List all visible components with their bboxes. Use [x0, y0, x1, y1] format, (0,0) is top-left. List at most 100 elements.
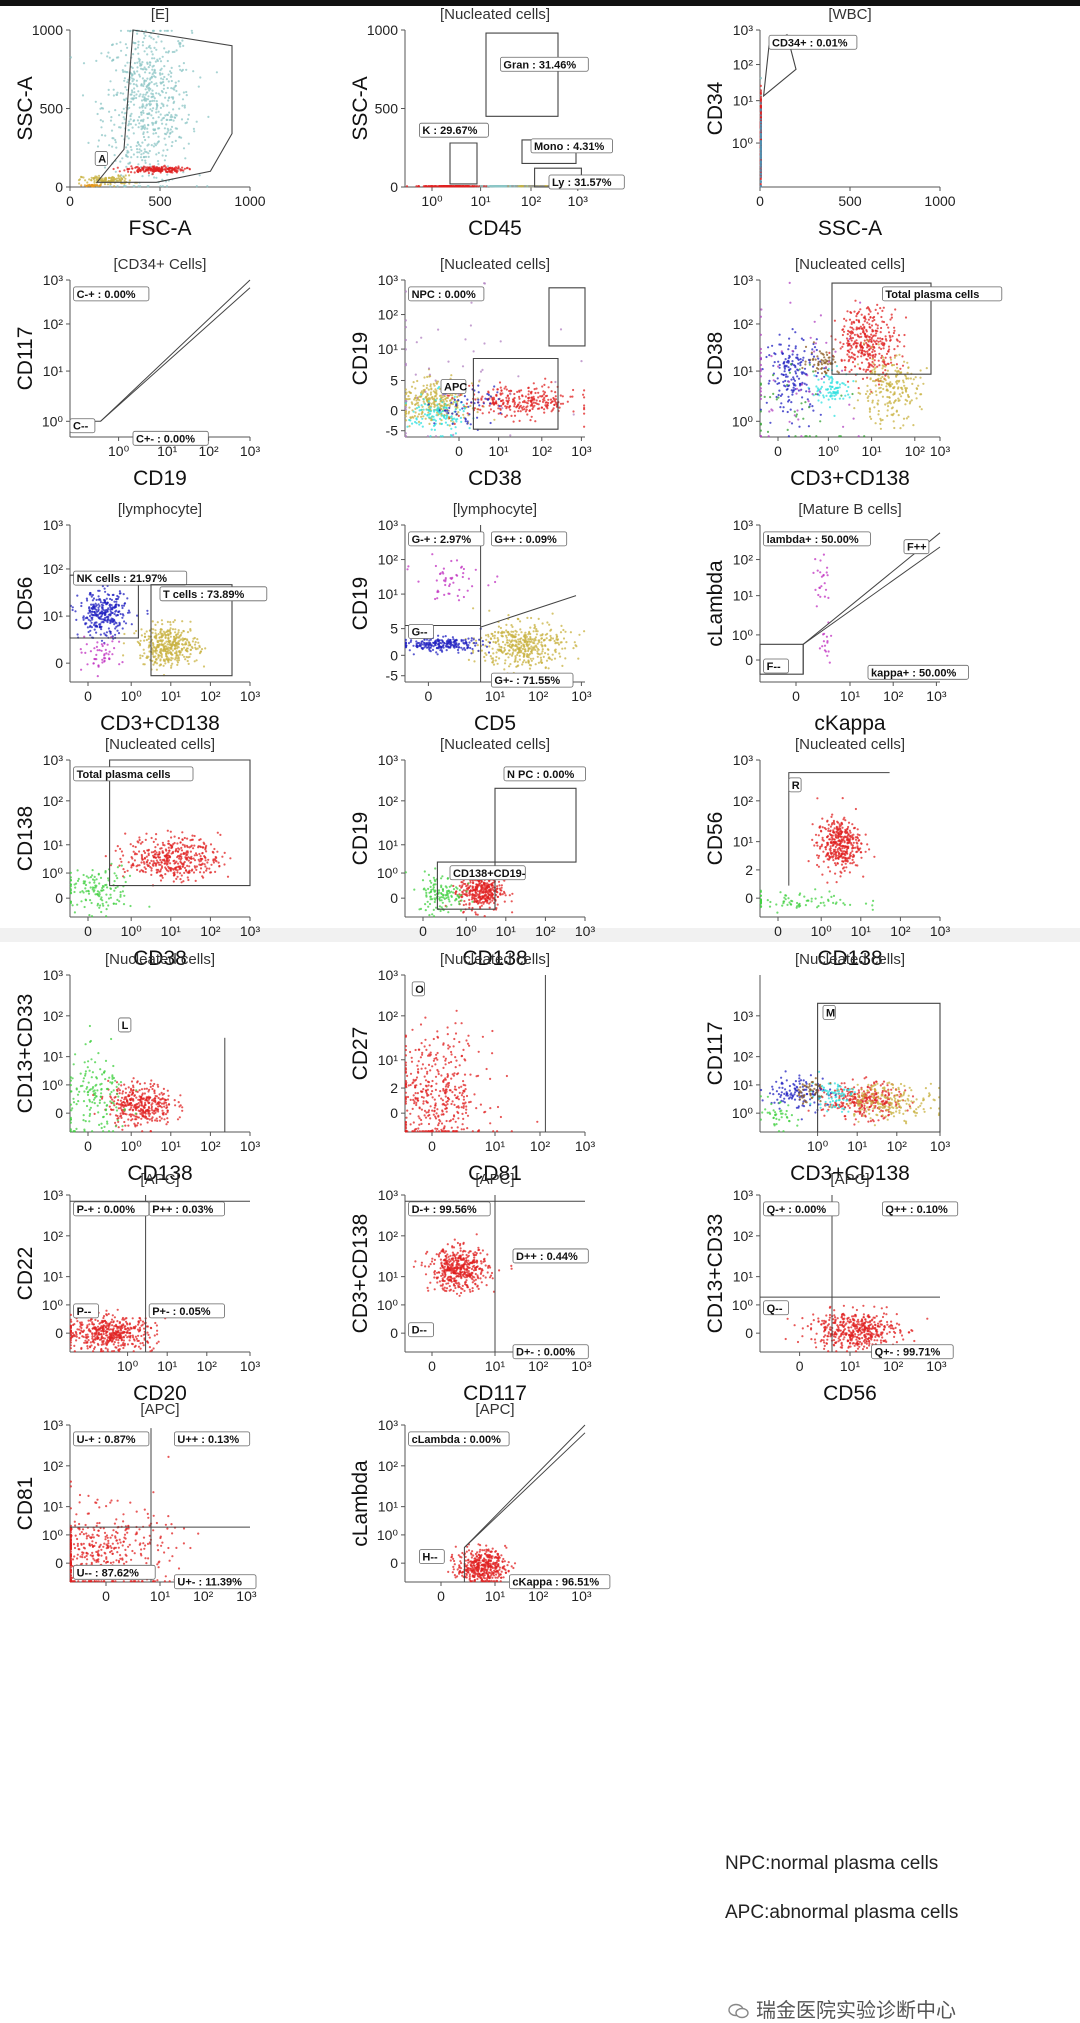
event-dot: [514, 415, 516, 417]
event-dot: [82, 94, 84, 96]
event-dot: [834, 338, 836, 340]
event-dot: [822, 394, 824, 396]
event-dot: [128, 129, 130, 131]
event-dot: [878, 387, 880, 389]
event-dot: [789, 421, 791, 423]
event-dot: [100, 103, 102, 105]
event-dot: [464, 338, 466, 340]
event-dot: [433, 406, 435, 408]
event-dot: [898, 334, 900, 336]
x-tick-label: 0: [756, 193, 764, 209]
event-dot: [457, 399, 459, 401]
event-dot: [444, 410, 446, 412]
event-dot: [171, 116, 173, 118]
event-dot: [896, 411, 898, 413]
event-dot: [897, 387, 899, 389]
event-dot: [894, 308, 896, 310]
event-dot: [101, 134, 103, 136]
event-dot: [869, 357, 871, 359]
event-dot: [433, 390, 435, 392]
event-dot: [132, 127, 134, 129]
event-dot: [131, 623, 133, 625]
event-dot: [170, 76, 172, 78]
event-dot: [550, 381, 552, 383]
event-dot: [445, 403, 447, 405]
event-dot: [850, 345, 852, 347]
event-dot: [100, 52, 102, 54]
event-dot: [902, 392, 904, 394]
event-dot: [152, 133, 154, 135]
event-dot: [852, 361, 854, 363]
event-dot: [800, 361, 802, 363]
event-dot: [162, 78, 164, 80]
event-dot: [880, 377, 882, 379]
event-dot: [544, 378, 546, 380]
event-dot: [490, 395, 492, 397]
event-dot: [882, 356, 884, 358]
event-dot: [112, 137, 114, 139]
event-dot: [143, 81, 145, 83]
y-tick-label: 0: [55, 655, 63, 671]
event-dot: [772, 393, 774, 395]
event-dot: [429, 374, 431, 376]
event-dot: [154, 97, 156, 99]
event-dot: [113, 94, 115, 96]
event-dot: [869, 389, 871, 391]
event-dot: [507, 401, 509, 403]
event-dot: [441, 401, 443, 403]
event-dot: [104, 135, 106, 137]
event-dot: [847, 333, 849, 335]
event-dot: [449, 400, 451, 402]
x-tick-label: 10¹: [470, 193, 491, 209]
event-dot: [150, 169, 152, 171]
event-dot: [178, 80, 180, 82]
event-dot: [820, 361, 822, 363]
event-dot: [906, 362, 908, 364]
y-tick-label: 5: [390, 372, 398, 388]
event-dot: [84, 179, 86, 181]
event-dot: [181, 118, 183, 120]
event-dot: [104, 183, 106, 185]
event-dot: [429, 435, 431, 437]
event-dot: [915, 392, 917, 394]
event-dot: [184, 105, 186, 107]
event-dot: [142, 41, 144, 43]
event-dot: [142, 94, 144, 96]
event-dot: [154, 70, 156, 72]
event-dot: [805, 346, 807, 348]
event-dot: [443, 416, 445, 418]
event-dot: [507, 185, 509, 187]
event-dot: [816, 338, 818, 340]
event-dot: [140, 112, 142, 114]
event-dot: [84, 184, 86, 186]
event-dot: [436, 383, 438, 385]
event-dot: [127, 144, 129, 146]
event-dot: [134, 48, 136, 50]
event-dot: [181, 40, 183, 42]
event-dot: [417, 185, 419, 187]
event-dot: [853, 311, 855, 313]
panel-title: [WBC]: [828, 6, 871, 23]
event-dot: [429, 385, 431, 387]
event-dot: [177, 165, 179, 167]
event-dot: [872, 362, 874, 364]
event-dot: [168, 74, 170, 76]
event-dot: [146, 128, 148, 130]
event-dot: [527, 387, 529, 389]
event-dot: [85, 622, 87, 624]
event-dot: [867, 366, 869, 368]
event-dot: [127, 30, 129, 32]
event-dot: [790, 409, 792, 411]
event-dot: [825, 395, 827, 397]
event-dot: [809, 403, 811, 405]
event-dot: [890, 339, 892, 341]
event-dot: [132, 67, 134, 69]
event-dot: [898, 380, 900, 382]
event-dot: [461, 401, 463, 403]
event-dot: [434, 429, 436, 431]
event-dot: [801, 383, 803, 385]
event-dot: [90, 604, 92, 606]
event-dot: [466, 399, 468, 401]
event-dot: [167, 168, 169, 170]
